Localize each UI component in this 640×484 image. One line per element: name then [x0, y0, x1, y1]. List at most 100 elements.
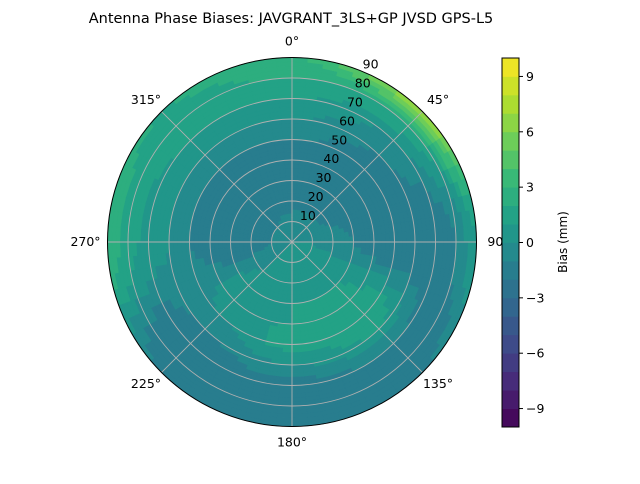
contour-cell	[198, 234, 202, 242]
colorbar-band	[502, 335, 519, 354]
contour-cell	[292, 307, 298, 311]
angular-tick-label: 315°	[131, 92, 161, 107]
colorbar-band	[502, 187, 519, 206]
contour-cell	[287, 181, 292, 185]
contour-cell	[287, 185, 292, 189]
colorbar-band	[502, 372, 519, 391]
contour-cell	[284, 328, 292, 332]
colorbar-band	[502, 58, 519, 77]
contour-cell	[341, 242, 345, 247]
radial-tick-label: 90	[363, 57, 379, 72]
contour-cell	[292, 181, 297, 185]
angular-tick-label: 225°	[131, 376, 161, 391]
contour-cell	[282, 348, 292, 353]
contour-cell	[181, 242, 186, 252]
contour-cell	[292, 316, 299, 320]
contour-cell	[282, 352, 292, 357]
contour-cell	[357, 236, 361, 242]
contour-cell	[292, 127, 302, 132]
contour-cell	[292, 336, 301, 340]
angular-tick-label: 45°	[427, 92, 449, 107]
contour-cell	[292, 287, 296, 291]
contour-cell	[378, 234, 382, 242]
contour-cell	[283, 144, 292, 148]
colorbar-band	[502, 206, 519, 225]
contour-cell	[361, 236, 365, 242]
contour-cell	[292, 172, 298, 176]
contour-cell	[194, 233, 198, 242]
contour-cell	[214, 242, 218, 249]
contour-cell	[287, 295, 292, 299]
contour-cell	[222, 242, 226, 248]
radial-tick-label: 20	[308, 189, 324, 204]
contour-cell	[292, 283, 296, 287]
colorbar-tick-label: 9	[526, 69, 534, 84]
contour-cell	[292, 275, 295, 279]
colorbar-band	[502, 279, 519, 298]
contour-cell	[292, 152, 300, 156]
contour-cell	[292, 348, 302, 353]
contour-cell	[329, 238, 333, 242]
contour-cell	[292, 164, 299, 168]
contour-cell	[337, 238, 341, 242]
colorbar-tick-label: 0	[526, 235, 534, 250]
colorbar-tick-label: 6	[526, 124, 534, 139]
contour-cell	[292, 352, 302, 357]
contour-cell	[251, 242, 255, 246]
colorbar-label: Bias (mm)	[556, 211, 570, 273]
colorbar-band	[502, 169, 519, 188]
contour-cell	[222, 236, 226, 242]
contour-cell	[284, 332, 292, 336]
contour-cell	[286, 168, 292, 172]
radial-tick-label: 10	[300, 208, 316, 223]
colorbar-band	[502, 132, 519, 151]
contour-cell	[402, 232, 407, 242]
contour-cell	[284, 148, 292, 152]
contour-cell	[292, 131, 302, 136]
contour-cell	[218, 236, 222, 242]
colorbar-tick-label: −3	[526, 290, 544, 305]
contour-cell	[386, 242, 390, 251]
contour-cell	[337, 242, 341, 246]
contour-cell	[287, 291, 292, 295]
radial-tick-label: 70	[347, 94, 363, 109]
contour-cell	[243, 242, 247, 246]
angular-tick-label: 270°	[70, 234, 100, 249]
colorbar-band	[502, 243, 519, 262]
contour-cell	[402, 242, 407, 252]
contour-cell	[341, 237, 345, 242]
contour-cell	[235, 237, 239, 242]
contour-cell	[361, 242, 365, 248]
contour-cell	[287, 189, 292, 193]
contour-cell	[194, 242, 198, 251]
contour-cell	[283, 336, 292, 340]
contour-cell	[177, 232, 182, 242]
radial-tick-label: 30	[316, 170, 332, 185]
contour-cell	[292, 185, 297, 189]
contour-cell	[292, 295, 297, 299]
contour-cell	[398, 242, 403, 252]
contour-cell	[382, 242, 386, 250]
contour-cell	[292, 299, 297, 303]
contour-cell	[292, 193, 296, 197]
angular-tick-label: 135°	[423, 376, 453, 391]
contour-cell	[386, 233, 390, 242]
contour-cell	[239, 237, 243, 242]
colorbar-band	[502, 298, 519, 317]
contour-cell	[214, 235, 218, 242]
colorbar-band	[502, 409, 519, 428]
contour-cell	[284, 152, 292, 156]
contour-cell	[202, 242, 206, 250]
contour-cell	[285, 164, 292, 168]
polar-grid	[108, 58, 477, 427]
contour-cell	[345, 242, 349, 247]
chart-title: Antenna Phase Biases: JAVGRANT_3LS+GP JV…	[89, 11, 494, 27]
contour-cell	[333, 238, 337, 242]
colorbar-band	[502, 224, 519, 243]
radial-tick-label: 50	[331, 132, 347, 147]
contour-cell	[288, 193, 292, 197]
contour-cell	[235, 242, 239, 247]
contour-cell	[292, 189, 297, 193]
colorbar-band	[502, 95, 519, 114]
